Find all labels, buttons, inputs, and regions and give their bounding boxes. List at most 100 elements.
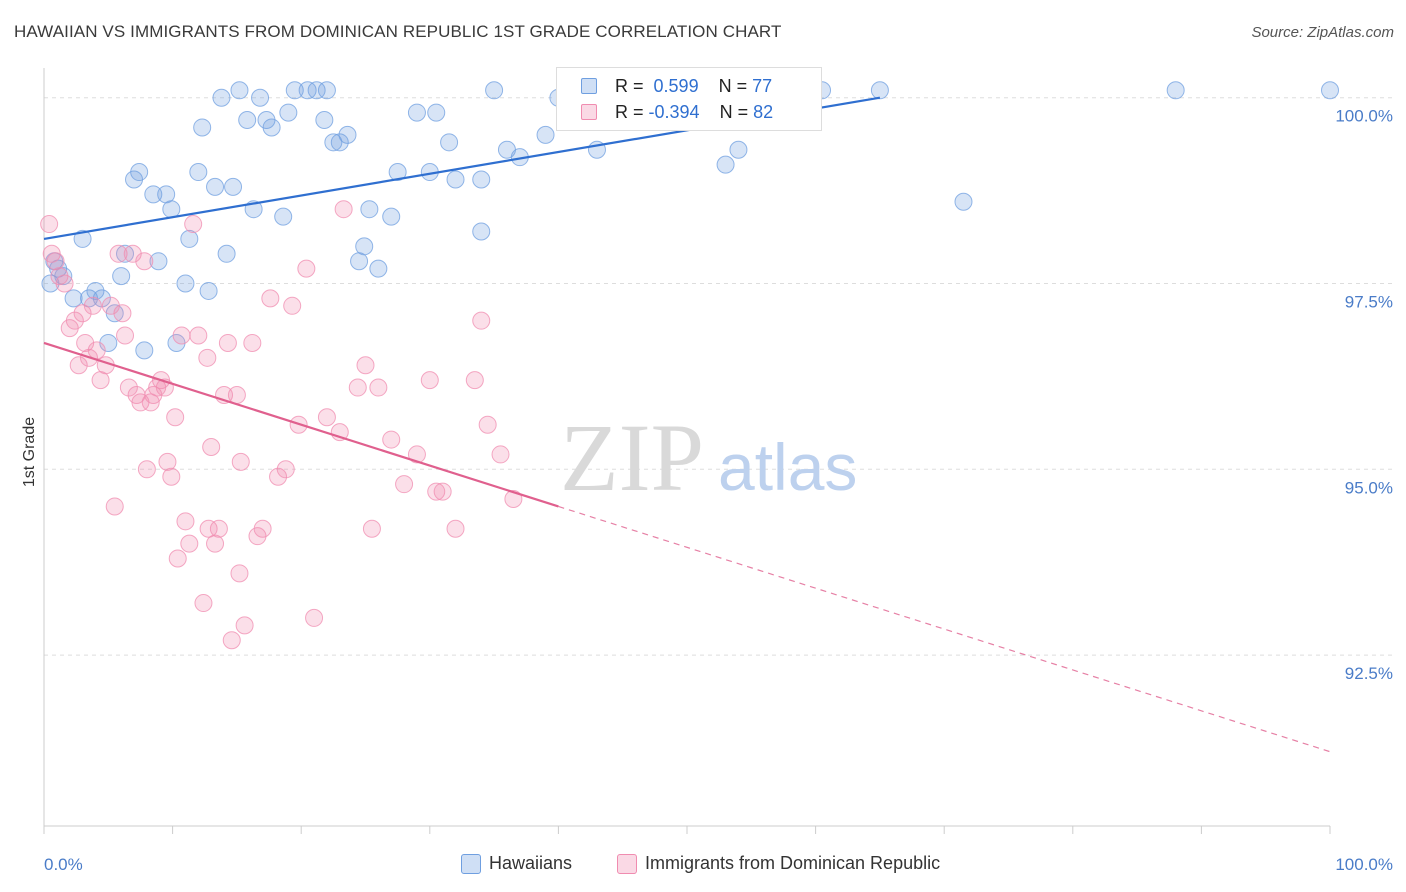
data-point [243,333,262,352]
data-point [92,289,111,308]
series-dominican [40,200,523,650]
watermark-atlas: atlas [718,430,857,504]
data-point [305,608,324,627]
data-point [369,259,388,278]
data-point [193,118,212,137]
data-point [356,356,375,375]
data-point [362,519,381,538]
data-point [338,125,357,144]
data-point [276,460,295,479]
data-point [199,519,218,538]
data-point [176,512,195,531]
data-point [172,326,191,345]
legend-text: R = 0.599 N = 77 [615,76,772,97]
data-point [324,133,343,152]
data-point [279,103,298,122]
data-point [729,140,748,159]
data-point [73,304,92,323]
data-point [144,185,163,204]
data-point [227,385,246,404]
data-point [119,378,138,397]
data-point [274,207,293,226]
data-point [184,215,203,234]
data-point [206,177,225,196]
data-point [217,244,236,263]
data-point [395,475,414,494]
watermark-zip: ZIP [560,404,704,511]
data-point [130,163,149,182]
data-point [1321,81,1339,100]
data-point [212,88,231,107]
bottom-legend-swatch-dominican [617,854,637,874]
data-point [446,170,465,189]
data-point [269,467,288,486]
data-point [262,118,281,137]
data-point [283,296,302,315]
data-point [369,378,388,397]
bottom-legend-label: Immigrants from Dominican Republic [645,853,941,873]
data-point [73,229,92,248]
data-point [317,408,336,427]
legend-text: R = -0.394 N = 82 [615,102,773,123]
data-point [55,274,74,293]
data-point [472,222,491,241]
data-point [86,281,105,300]
data-point [382,207,401,226]
data-point [230,81,249,100]
chart-title: HAWAIIAN VS IMMIGRANTS FROM DOMINICAN RE… [14,22,782,41]
data-point [202,438,221,456]
data-point [141,393,160,412]
data-point [472,170,491,189]
x-tick-label: 0.0% [44,855,83,874]
data-point [433,482,452,501]
axes [43,68,1331,834]
data-point [162,467,181,486]
data-point [253,519,272,538]
data-point [222,631,241,650]
data-point [176,274,195,293]
data-point [360,200,379,219]
data-point [716,155,735,174]
data-point [158,452,177,471]
data-point [478,415,497,434]
stats-legend: R = 0.599 N = 77 R = -0.394 N = 82 [556,67,822,131]
data-point [870,81,889,100]
data-point [87,341,106,360]
data-point [198,348,217,367]
legend-swatch-hawaiians [581,78,597,94]
data-point [64,289,83,308]
data-point [427,482,446,501]
data-point [307,81,326,100]
data-point [135,341,154,360]
data-point [230,564,249,583]
trend-line [43,341,559,508]
y-tick-labels: 92.5% 95.0% 97.5% 100.0% [1335,107,1393,683]
data-point [168,549,187,568]
legend-swatch-dominican [581,104,597,120]
data-point [427,103,446,122]
data-point [224,177,243,196]
r-value: 0.599 [653,76,699,96]
bottom-legend-label: Hawaiians [489,853,573,873]
y-tick-label: 92.5% [1345,664,1393,683]
data-point [407,103,426,122]
data-point [1166,81,1185,100]
bottom-legend-swatch-hawaiians [461,854,481,874]
data-point [46,252,65,271]
n-label: N = [719,102,749,122]
y-tick-label: 97.5% [1345,293,1393,312]
data-point [231,452,250,471]
data-point [238,111,257,130]
data-point [135,252,154,271]
data-point [298,81,317,100]
data-point [109,244,128,263]
data-point [209,519,228,538]
data-point [446,519,465,538]
r-value: -0.394 [648,102,700,122]
data-point [491,445,510,464]
source-label: Source: ZipAtlas.com [1251,24,1394,41]
data-point [297,259,316,278]
data-point [261,289,280,308]
data-point [162,200,181,219]
